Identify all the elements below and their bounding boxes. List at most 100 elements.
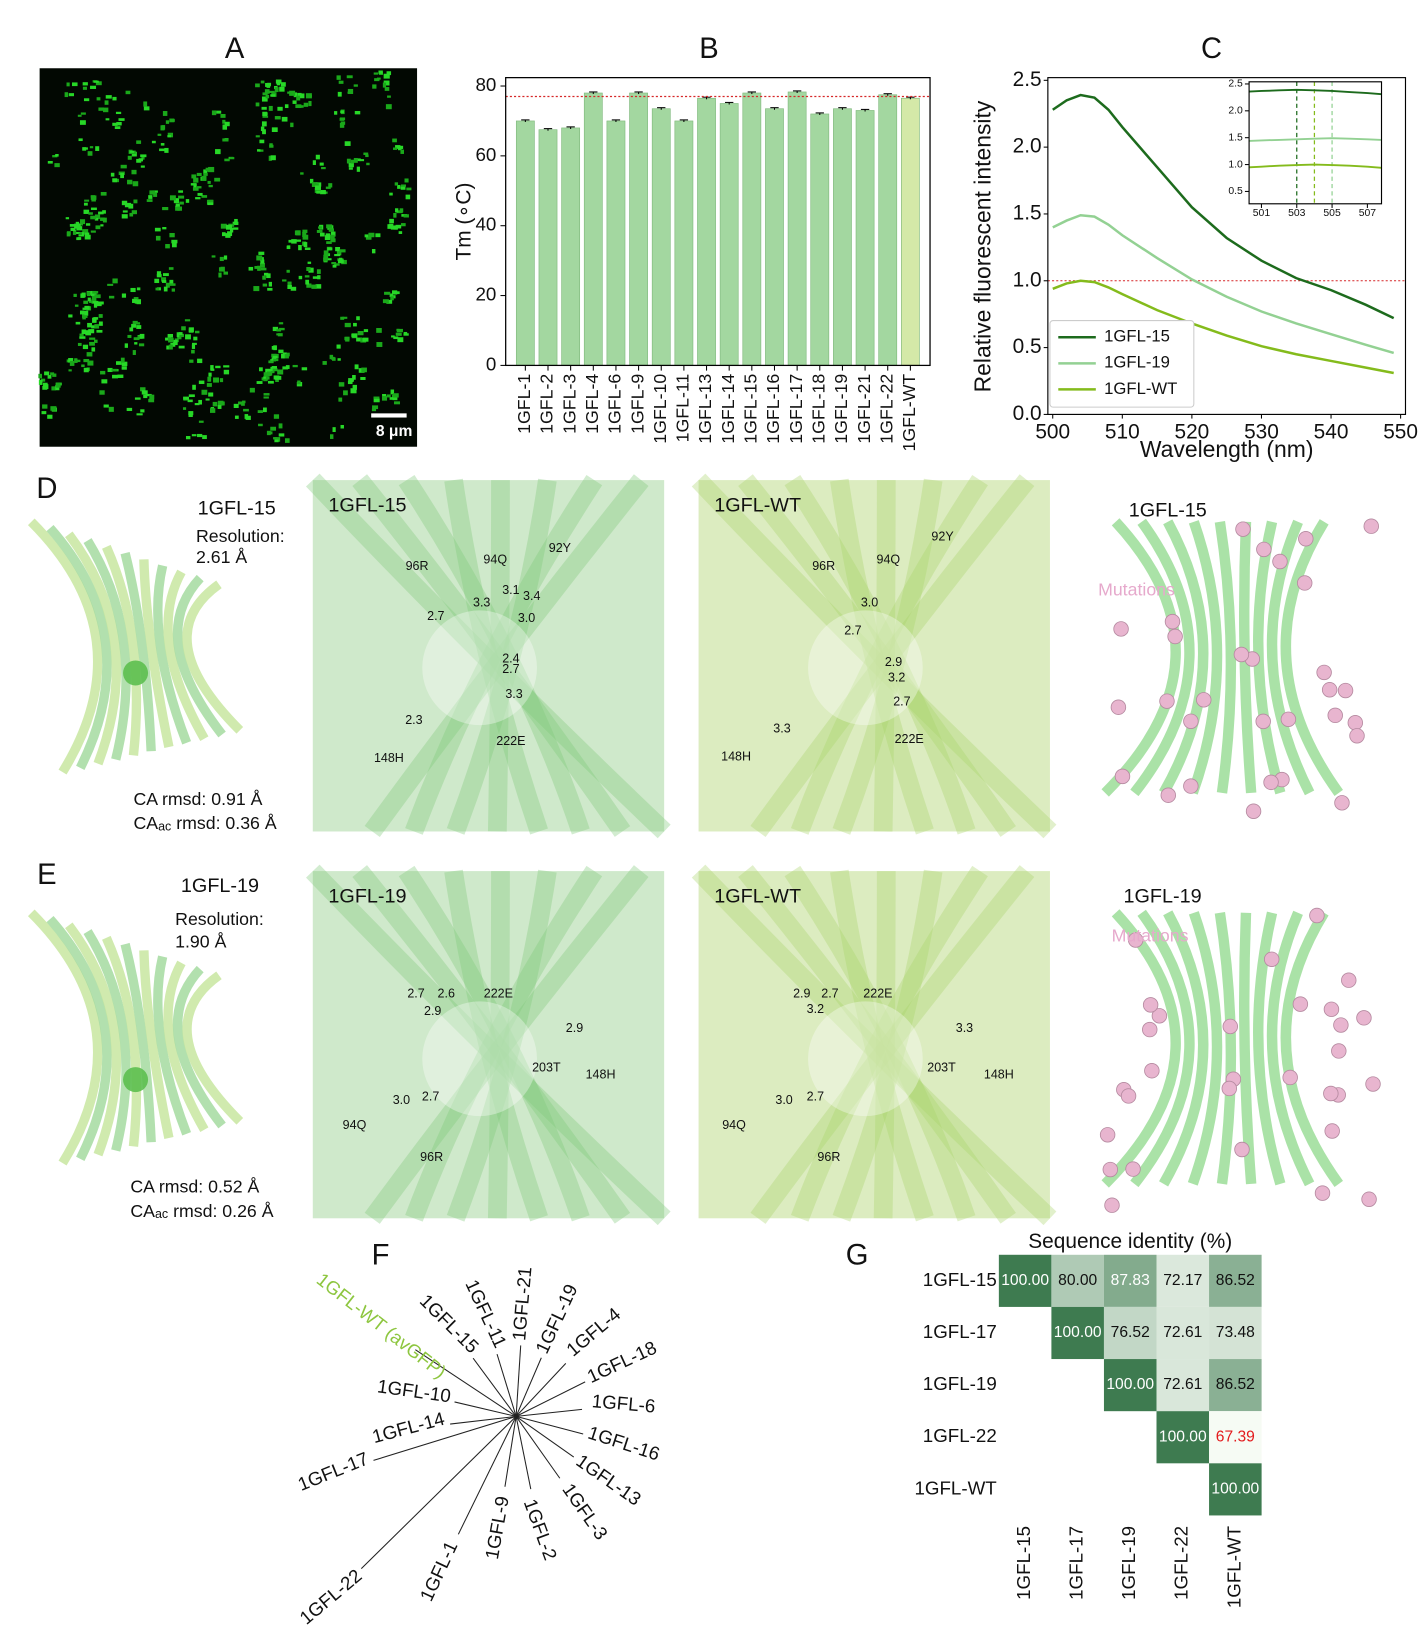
speckle xyxy=(280,82,286,87)
ribbon xyxy=(83,929,131,1152)
speckle xyxy=(122,210,128,213)
scale-bar-label: 8 μm xyxy=(376,423,412,440)
residue-label: 2.7 xyxy=(893,694,910,708)
series-line xyxy=(1052,213,1395,355)
speckle xyxy=(211,110,217,116)
speckle xyxy=(328,228,335,232)
speckle xyxy=(193,336,198,341)
x-tick-label: 1GFL-18 xyxy=(808,374,828,444)
speckle xyxy=(356,337,363,342)
speckle xyxy=(309,178,314,184)
speckle xyxy=(274,116,281,120)
speckle xyxy=(400,149,404,154)
speckle xyxy=(297,380,301,385)
speckle xyxy=(302,231,307,238)
mutation-sphere xyxy=(1234,1141,1250,1158)
heatmap-cell xyxy=(1209,1254,1262,1307)
tree-leaf-label: 1GFL-22 xyxy=(295,1565,365,1629)
speckle xyxy=(165,244,170,249)
scale-bar xyxy=(371,413,407,418)
speckle xyxy=(112,96,117,101)
speckle xyxy=(334,111,338,115)
speckle xyxy=(275,378,279,382)
speckle xyxy=(266,273,271,279)
speckle xyxy=(181,326,186,331)
speckle xyxy=(141,155,145,160)
tree-branch xyxy=(515,1416,561,1479)
y-tick-label: 2.5 xyxy=(1013,68,1042,91)
speckle xyxy=(353,84,358,87)
resolution-label: Resolution: xyxy=(175,909,264,929)
speckle xyxy=(127,179,133,185)
speckle xyxy=(340,110,345,114)
residue-label: 148H xyxy=(721,750,751,764)
speckle xyxy=(169,232,175,238)
speckle xyxy=(140,165,145,168)
tree-leaf-label: 1GFL-2 xyxy=(520,1496,561,1563)
speckle xyxy=(84,305,90,310)
heatmap-cell xyxy=(1103,1254,1157,1307)
caac-text: rmsd: 0.26 Å xyxy=(168,1201,274,1221)
speckle xyxy=(97,301,104,305)
speckle xyxy=(198,420,204,423)
speckle xyxy=(66,82,70,87)
cell-label: 100.00 xyxy=(1159,1428,1207,1445)
ribbon xyxy=(1266,910,1315,1187)
speckle xyxy=(332,427,336,433)
speckle xyxy=(68,93,75,97)
residue-label: 3.1 xyxy=(502,583,519,597)
ribbon xyxy=(163,569,209,742)
speckle xyxy=(352,334,358,338)
ribbon xyxy=(102,935,142,1147)
speckle xyxy=(356,166,360,172)
speckle xyxy=(82,82,88,86)
speckle xyxy=(65,217,70,220)
ribbon xyxy=(1280,910,1343,1187)
speckle xyxy=(80,112,86,115)
speckle xyxy=(273,358,279,362)
residue-label: 222E xyxy=(484,986,513,1000)
speckle xyxy=(207,202,214,206)
speckle xyxy=(383,73,390,79)
row-label: 1GFL-22 xyxy=(923,1425,997,1446)
mutation-sphere xyxy=(1341,972,1357,988)
speckle xyxy=(110,172,115,177)
speckle xyxy=(339,249,346,253)
panel-label: F xyxy=(372,1240,390,1272)
speckle xyxy=(400,184,407,187)
zoom-view xyxy=(312,480,665,832)
speckle xyxy=(232,227,239,230)
speckle xyxy=(91,347,96,352)
speckle xyxy=(273,345,277,351)
speckle xyxy=(389,293,393,298)
mutations-title: 1GFL-15 xyxy=(1129,500,1207,522)
speckle xyxy=(272,368,278,372)
mutation-sphere xyxy=(1349,728,1365,744)
bar xyxy=(606,120,626,366)
speckle xyxy=(229,227,234,233)
speckle xyxy=(225,224,233,230)
mutation-sphere xyxy=(1164,613,1181,630)
tree-branch xyxy=(373,1415,517,1461)
speckle xyxy=(162,227,167,230)
ribbon xyxy=(182,580,244,734)
speckle xyxy=(255,135,260,138)
speckle xyxy=(179,333,184,338)
speckle xyxy=(162,207,169,211)
speckle xyxy=(362,337,369,342)
speckle xyxy=(316,229,323,233)
mutation-sphere xyxy=(1365,1076,1381,1092)
tree-branch xyxy=(515,1363,567,1417)
speckle xyxy=(98,321,103,326)
speckle xyxy=(330,238,336,243)
speckle xyxy=(90,85,97,89)
speckle xyxy=(78,138,83,142)
residue-label: 3.0 xyxy=(861,595,878,609)
y-tick-label: 80 xyxy=(475,74,496,95)
mutation-sphere xyxy=(1183,713,1199,730)
ribbon xyxy=(153,564,192,745)
speckle xyxy=(138,343,145,347)
heatmap-cell xyxy=(1156,1359,1210,1412)
mutation-sphere xyxy=(1272,553,1288,570)
bar xyxy=(742,92,762,366)
